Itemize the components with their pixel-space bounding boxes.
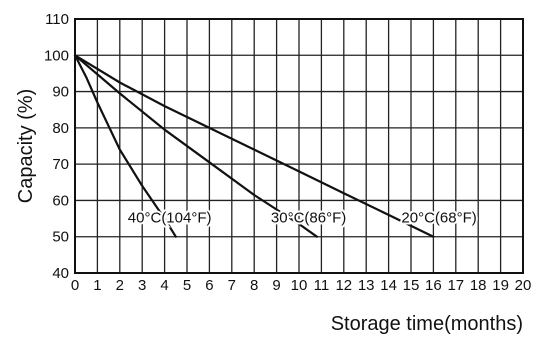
x-tick-label: 1 [93, 277, 101, 294]
x-tick-label: 18 [470, 277, 487, 294]
x-tick-label: 14 [380, 277, 397, 294]
y-tick-label: 100 [44, 47, 69, 64]
x-tick-label: 12 [335, 277, 352, 294]
series-labels: 40°C(104°F) 30°C(86°F) 20°C(68°F) [126, 208, 479, 229]
x-tick-label: 8 [250, 277, 258, 294]
x-tick-label: 3 [138, 277, 146, 294]
x-tick-label: 10 [291, 277, 308, 294]
x-tick-label: 6 [205, 277, 213, 294]
series-line-2 [73, 54, 435, 238]
x-tick-label: 2 [116, 277, 124, 294]
plot-border [74, 18, 524, 274]
x-tick-label: 17 [447, 277, 464, 294]
grid [74, 18, 524, 274]
series-label-0: 40°C(104°F) [128, 210, 212, 227]
x-tick-label: 20 [515, 277, 532, 294]
series-label-1: 30°C(86°F) [271, 210, 346, 227]
x-tick-label: 0 [71, 277, 79, 294]
y-tick-label: 110 [45, 11, 69, 28]
y-tick-labels: 40 50 60 70 80 90 100 110 [44, 11, 69, 282]
x-tick-label: 5 [183, 277, 191, 294]
y-axis-title: Capacity (%) [15, 89, 37, 203]
x-tick-label: 11 [314, 277, 330, 294]
series-label-2: 20°C(68°F) [401, 210, 476, 227]
y-tick-label: 70 [52, 156, 69, 173]
x-tick-label: 19 [492, 277, 509, 294]
y-tick-label: 80 [52, 120, 69, 137]
x-tick-label: 7 [228, 277, 236, 294]
x-tick-label: 15 [403, 277, 420, 294]
y-tick-label: 40 [52, 265, 69, 282]
x-tick-label: 9 [272, 277, 280, 294]
x-tick-labels: 0 1 2 3 4 5 6 7 8 9 10 11 12 13 14 15 16 17 18 19 20 [71, 277, 532, 294]
x-tick-label: 13 [358, 277, 375, 294]
series-lines [73, 54, 435, 238]
x-axis-title: Storage time(months) [331, 313, 523, 335]
series-line-1 [73, 54, 318, 238]
y-tick-label: 90 [52, 84, 69, 101]
y-tick-label: 50 [52, 229, 69, 246]
x-tick-label: 16 [425, 277, 442, 294]
x-tick-label: 4 [160, 277, 168, 294]
series-line-0 [73, 54, 177, 238]
y-tick-label: 60 [52, 192, 69, 209]
